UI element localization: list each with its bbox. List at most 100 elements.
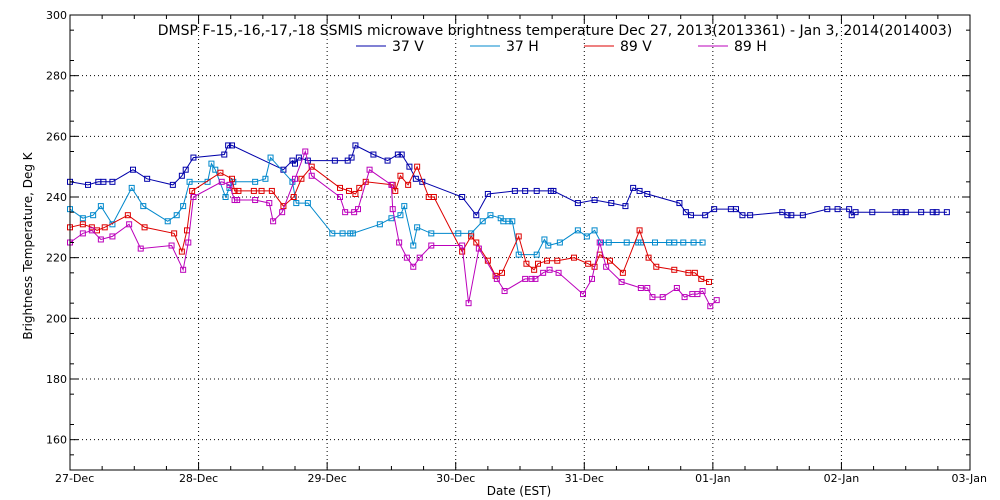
- data-point: [690, 239, 697, 246]
- data-point: [688, 212, 694, 219]
- data-point: [186, 178, 193, 185]
- data-point: [397, 172, 404, 179]
- data-point: [493, 275, 500, 282]
- data-point: [392, 187, 399, 194]
- data-point: [430, 194, 437, 200]
- legend-label: 37 H: [506, 39, 539, 55]
- data-point: [348, 154, 355, 161]
- data-point: [339, 230, 346, 237]
- data-point: [515, 233, 522, 240]
- data-point: [607, 257, 613, 264]
- data-point: [468, 233, 475, 240]
- data-point: [929, 209, 936, 216]
- data-point: [747, 212, 754, 219]
- series-37-v: [67, 142, 950, 219]
- data-point: [109, 178, 116, 185]
- y-tick-label: 280: [46, 70, 67, 83]
- data-point: [331, 157, 338, 164]
- data-point: [630, 184, 637, 191]
- data-point: [389, 206, 396, 213]
- data-point: [571, 254, 577, 261]
- data-point: [217, 169, 224, 176]
- data-point: [644, 285, 651, 291]
- data-point: [492, 272, 499, 279]
- data-point: [295, 154, 302, 161]
- x-tick-label: 02-Jan: [824, 472, 860, 485]
- data-point: [698, 275, 705, 282]
- data-point: [591, 197, 598, 204]
- data-point: [673, 285, 680, 291]
- data-point: [644, 190, 651, 197]
- data-point: [618, 278, 625, 285]
- data-point: [405, 181, 412, 188]
- data-point: [346, 187, 352, 194]
- data-point: [401, 203, 408, 210]
- data-point: [329, 230, 336, 237]
- data-point: [308, 172, 315, 179]
- data-point: [699, 239, 706, 246]
- data-point: [702, 212, 709, 219]
- data-point: [465, 300, 472, 307]
- data-point: [97, 236, 104, 243]
- data-point: [428, 242, 435, 249]
- series-89-h: [67, 148, 720, 310]
- data-point: [583, 233, 590, 240]
- data-point: [694, 291, 701, 298]
- data-point: [79, 221, 86, 228]
- data-point: [623, 239, 630, 246]
- data-point: [541, 236, 548, 243]
- data-point: [515, 251, 522, 258]
- data-point: [366, 166, 373, 173]
- data-point: [267, 154, 274, 161]
- data-point: [169, 181, 176, 188]
- data-point: [499, 269, 505, 276]
- data-point: [591, 227, 598, 234]
- data-point: [636, 227, 643, 234]
- x-tick-label: 29-Dec: [308, 472, 347, 485]
- data-point: [846, 206, 853, 213]
- data-point: [352, 190, 359, 197]
- data-point: [659, 294, 666, 301]
- legend: 37 V 37 H 89 V 89 H: [356, 39, 767, 55]
- y-tick-label: 180: [46, 373, 67, 386]
- data-point: [97, 203, 104, 210]
- data-point: [707, 303, 714, 310]
- chart-title: DMSP F-15,-16,-17,-18 SSMIS microwave br…: [158, 23, 953, 39]
- data-point: [370, 151, 377, 158]
- data-point: [180, 266, 187, 273]
- x-tick-label: 30-Dec: [436, 472, 475, 485]
- data-point: [532, 275, 539, 282]
- data-point: [869, 209, 876, 216]
- data-point: [603, 263, 610, 270]
- data-point: [533, 187, 540, 194]
- data-point: [834, 206, 841, 213]
- data-point: [130, 166, 136, 173]
- legend-label: 89 H: [734, 39, 767, 55]
- data-point: [190, 154, 197, 161]
- data-point: [302, 148, 309, 155]
- data-point: [788, 212, 795, 219]
- data-point: [397, 212, 404, 219]
- data-point: [266, 200, 273, 207]
- data-point: [414, 224, 421, 231]
- data-point: [799, 212, 806, 219]
- data-point: [144, 175, 151, 182]
- data-point: [902, 209, 909, 216]
- data-point: [522, 275, 529, 282]
- data-point: [501, 288, 508, 295]
- data-point: [178, 248, 185, 255]
- data-point: [574, 200, 581, 207]
- data-point: [706, 278, 712, 285]
- x-tick-label: 01-Jan: [695, 472, 731, 485]
- data-point: [473, 239, 480, 246]
- data-point: [141, 224, 148, 231]
- data-point: [892, 209, 899, 216]
- data-point: [90, 212, 97, 219]
- data-point: [406, 163, 413, 170]
- data-point: [182, 166, 189, 173]
- data-point: [173, 212, 180, 219]
- data-point: [342, 209, 349, 216]
- data-point: [713, 297, 720, 304]
- data-point: [185, 239, 192, 246]
- data-point: [523, 260, 530, 267]
